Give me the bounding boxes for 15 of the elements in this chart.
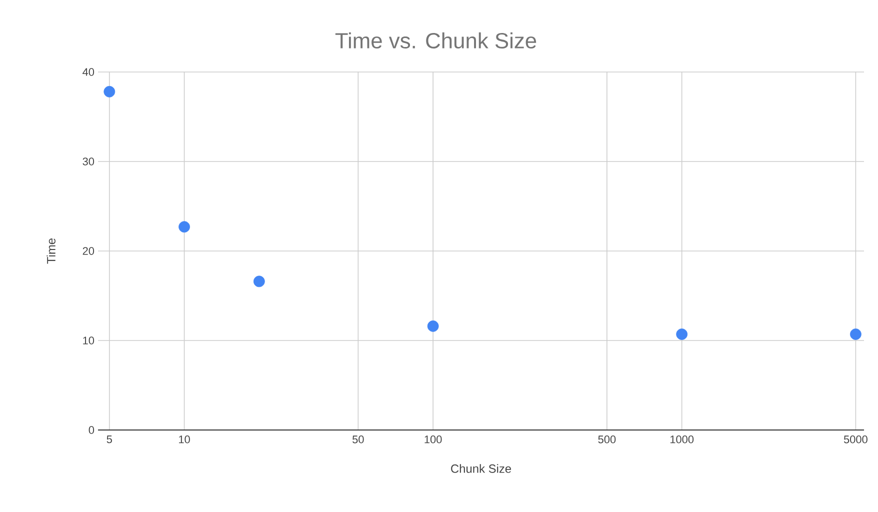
y-axis-title: Time: [46, 238, 56, 264]
chart-title: Time vs. Chunk Size: [335, 32, 536, 48]
x-axis-title: Chunk Size: [451, 464, 512, 473]
y-tick-label: 0: [88, 426, 94, 434]
y-tick-label: 30: [82, 158, 94, 166]
x-tick-label: 5000: [844, 436, 868, 444]
x-tick-label: 50: [352, 436, 364, 444]
y-tick-label: 10: [83, 336, 94, 344]
x-tick-label: 5: [106, 436, 112, 444]
x-tick-label: 10: [179, 436, 190, 444]
x-tick-label: 500: [598, 436, 616, 444]
x-tick-label: 1000: [670, 436, 694, 444]
y-tick-label: 40: [82, 68, 94, 76]
x-tick-label: 100: [424, 436, 442, 444]
y-tick-label: 20: [82, 247, 94, 255]
